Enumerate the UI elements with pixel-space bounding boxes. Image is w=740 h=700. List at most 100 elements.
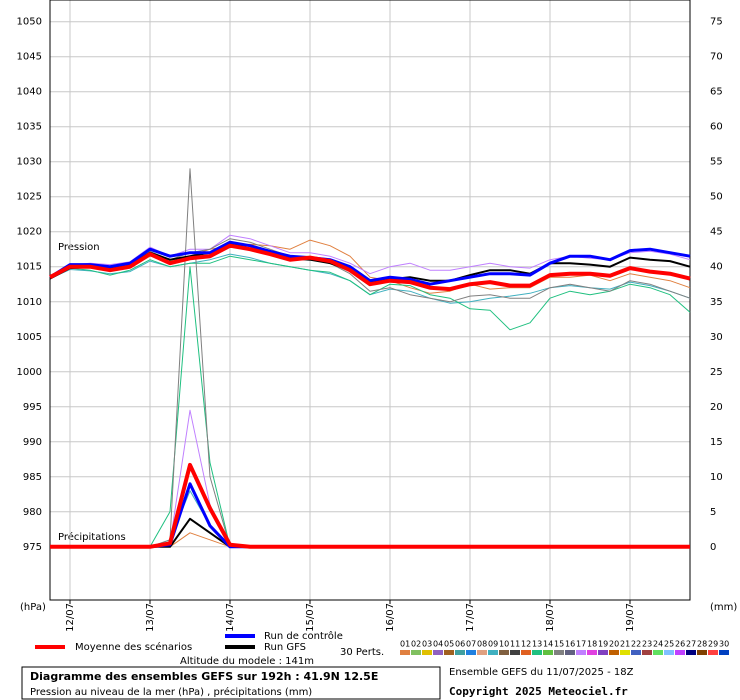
perturbation-id: 17 — [576, 640, 586, 649]
perturbation-swatch — [697, 650, 707, 655]
y2-tick-label: 25 — [710, 367, 723, 378]
x-tick-label: 14/07 — [225, 603, 236, 632]
perturbation-id: 13 — [532, 640, 542, 649]
perturbation-id: 04 — [433, 640, 443, 649]
y2-tick-label: 15 — [710, 437, 723, 448]
x-tick-label: 15/07 — [305, 603, 316, 632]
y2-tick-label: 0 — [710, 542, 716, 553]
perturbation-id: 15 — [554, 640, 564, 649]
y2-tick-label: 20 — [710, 402, 723, 413]
perturbation-id: 10 — [499, 640, 509, 649]
perturbation-swatch — [565, 650, 575, 655]
y-axis-label: (hPa) — [20, 602, 46, 613]
y-tick-label: 1010 — [17, 297, 42, 308]
perturbation-swatch — [675, 650, 685, 655]
perturbation-swatch — [455, 650, 465, 655]
footer-title: Diagramme des ensembles GEFS sur 192h : … — [30, 670, 378, 683]
pressure-line — [49, 243, 691, 292]
perturbation-swatch — [466, 650, 476, 655]
perturbation-swatch — [609, 650, 619, 655]
perturbation-swatch — [444, 650, 454, 655]
pressure-line — [49, 240, 691, 286]
y2-tick-label: 45 — [710, 227, 723, 238]
perturbation-id: 09 — [488, 640, 498, 649]
y2-tick-label: 60 — [710, 122, 723, 133]
perturbation-swatch — [642, 650, 652, 655]
perturbation-id: 07 — [466, 640, 476, 649]
y2-tick-label: 70 — [710, 52, 723, 63]
y-tick-label: 1030 — [17, 157, 42, 168]
y2-tick-label: 35 — [710, 297, 723, 308]
perturbation-id: 23 — [642, 640, 652, 649]
perturbation-id: 30 — [719, 640, 729, 649]
perturbation-swatch — [620, 650, 630, 655]
perturbation-id: 03 — [422, 640, 432, 649]
perturbation-id: 11 — [510, 640, 520, 649]
y-tick-label: 990 — [23, 437, 42, 448]
perturbation-swatch — [576, 650, 586, 655]
perturbation-swatch — [532, 650, 542, 655]
y2-tick-label: 40 — [710, 262, 723, 273]
perturbation-swatch — [664, 650, 674, 655]
perturbation-id: 19 — [598, 640, 608, 649]
pressure-line — [49, 255, 691, 331]
perturbation-swatch — [422, 650, 432, 655]
legend-label: Run de contrôle — [264, 630, 343, 642]
perturbation-id: 26 — [675, 640, 685, 649]
perturbation-id: 18 — [587, 640, 597, 649]
annotation: Pression — [58, 242, 100, 253]
perturbation-swatch — [543, 650, 553, 655]
x-tick-label: 13/07 — [145, 603, 156, 632]
perturbation-id: 14 — [543, 640, 553, 649]
perturbation-id: 21 — [620, 640, 630, 649]
y2-tick-label: 50 — [710, 192, 723, 203]
y-tick-label: 985 — [23, 472, 42, 483]
y-tick-label: 980 — [23, 507, 42, 518]
perturbation-id: 12 — [521, 640, 531, 649]
perturbation-id: 27 — [686, 640, 696, 649]
altitude: Altitude du modele : 141m — [180, 656, 314, 667]
perturbation-swatch — [708, 650, 718, 655]
y-tick-label: 995 — [23, 402, 42, 413]
perturbation-swatch — [433, 650, 443, 655]
perturbation-id: 08 — [477, 640, 487, 649]
footer-subtitle: Pression au niveau de la mer (hPa) , pré… — [30, 686, 312, 698]
precip-line — [50, 517, 690, 548]
legend-label: Moyenne des scénarios — [75, 641, 192, 653]
y2-tick-label: 75 — [710, 17, 723, 28]
perturbation-id: 16 — [565, 640, 575, 649]
perturbation-id: 25 — [664, 640, 674, 649]
perturbation-id: 20 — [609, 640, 619, 649]
y-tick-label: 1035 — [17, 122, 42, 133]
perturbation-swatch — [686, 650, 696, 655]
footer-box — [21, 666, 441, 700]
y2-tick-label: 65 — [710, 87, 723, 98]
perturbation-id: 01 — [400, 640, 410, 649]
perturbation-swatch — [400, 650, 410, 655]
y2-tick-label: 30 — [710, 332, 723, 343]
y2-tick-label: 5 — [710, 507, 716, 518]
perturbation-id: 22 — [631, 640, 641, 649]
plot-frame — [49, 0, 691, 601]
y2-tick-label: 55 — [710, 157, 723, 168]
x-tick-label: 12/07 — [65, 603, 76, 632]
y-tick-label: 1020 — [17, 227, 42, 238]
precip-line — [50, 409, 690, 548]
perturbation-swatch — [510, 650, 520, 655]
precip-line — [50, 532, 690, 548]
perturbation-swatch — [554, 650, 564, 655]
y-tick-label: 1050 — [17, 17, 42, 28]
perturbation-swatch — [598, 650, 608, 655]
y-tick-label: 1005 — [17, 332, 42, 343]
perturbation-swatch — [488, 650, 498, 655]
perturbation-swatch — [521, 650, 531, 655]
perturbation-swatch — [631, 650, 641, 655]
y-tick-label: 1025 — [17, 192, 42, 203]
perturbations-label: 30 Perts. — [340, 647, 384, 658]
precip-line — [50, 490, 690, 548]
x-tick-label: 19/07 — [625, 603, 636, 632]
precip-line — [50, 462, 690, 549]
y-tick-label: 975 — [23, 542, 42, 553]
annotation: Précipitations — [58, 531, 126, 543]
perturbation-id: 02 — [411, 640, 421, 649]
